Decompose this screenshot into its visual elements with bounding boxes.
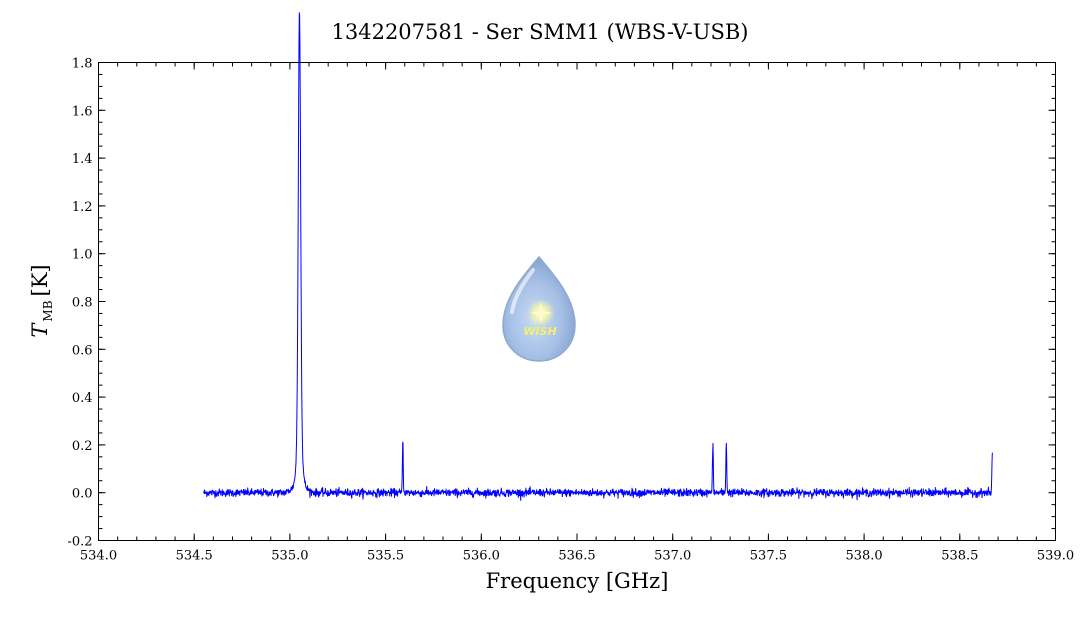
y-tick-label: 1.6 [72, 104, 93, 119]
x-tick-label: 539.0 [1037, 549, 1074, 564]
x-tick-labels: 534.0 534.5 535.0 535.5 536.0 536.5 537.0 537.5… [80, 549, 1074, 564]
y-axis-title-unit: [K] [28, 264, 52, 296]
logo-text: WISH [523, 325, 556, 338]
x-tick-label: 536.5 [558, 549, 595, 564]
y-tick-label: 1.0 [72, 248, 93, 263]
y-axis-title-sub: MB [41, 300, 55, 321]
y-tick-label: 0.6 [72, 343, 93, 358]
x-axis-title: Frequency [GHz] [486, 569, 669, 593]
x-tick-label: 535.5 [367, 549, 404, 564]
x-tick-label: 534.0 [80, 549, 117, 564]
y-tick-label: 1.8 [72, 57, 93, 72]
chart-title: 1342207581 - Ser SMM1 (WBS-V-USB) [332, 20, 749, 44]
x-tick-label: 534.5 [176, 549, 213, 564]
axis-ticks [98, 62, 1056, 541]
x-tick-label: 537.5 [750, 549, 787, 564]
x-tick-label: 535.0 [271, 549, 308, 564]
series-group [203, 12, 993, 501]
y-tick-labels: -0.2 0.0 0.2 0.4 0.6 0.8 1.0 1.2 1.4 1.6 1.8 [67, 57, 92, 550]
y-tick-label: 0.0 [72, 487, 93, 502]
y-tick-label: 0.8 [72, 296, 93, 311]
y-tick-label: -0.2 [67, 535, 92, 550]
y-tick-label: 1.4 [72, 152, 93, 167]
x-tick-label: 538.5 [941, 549, 978, 564]
y-axis-title-main: T [28, 322, 52, 338]
x-tick-label: 538.0 [845, 549, 882, 564]
y-tick-label: 0.4 [72, 391, 93, 406]
x-tick-label: 536.0 [463, 549, 500, 564]
spectrum-line [203, 12, 993, 501]
y-tick-label: 0.2 [72, 439, 93, 454]
y-tick-label: 1.2 [72, 200, 93, 215]
x-tick-label: 537.0 [654, 549, 691, 564]
plot-frame [98, 62, 1056, 541]
wish-logo: WISH [502, 255, 576, 362]
y-axis-title: TMB [K] [28, 264, 55, 337]
